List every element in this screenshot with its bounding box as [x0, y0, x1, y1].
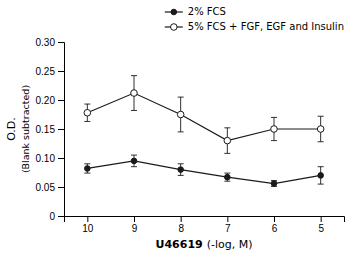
point [85, 166, 91, 172]
tick: 0.30 [36, 37, 64, 48]
y-axis-title: O.D. [5, 117, 18, 141]
tick: 7 [225, 216, 231, 234]
error-bar [84, 164, 90, 173]
error-bar [131, 76, 137, 111]
y-axis-title: (Blank subtracted) [20, 85, 31, 173]
tick: 0.10 [36, 153, 64, 164]
tick: 0.15 [36, 124, 64, 135]
legend-symbol [170, 24, 177, 31]
tick-label: 8 [178, 223, 184, 234]
error-bar [178, 164, 184, 176]
error-bar [318, 167, 324, 184]
tick-label: 0.05 [36, 182, 56, 193]
legend-label: 2% FCS [188, 6, 226, 17]
tick-label: 10 [82, 223, 94, 234]
series [84, 76, 324, 154]
tick-mark [58, 129, 64, 130]
point [224, 137, 231, 144]
axis-line [65, 217, 345, 223]
point [318, 173, 324, 179]
error-bar [131, 155, 137, 167]
tick-mark [58, 187, 64, 188]
legend: 2% FCS 5% FCS + FGF, EGF and Insulin [165, 6, 344, 32]
tick: 0 [49, 211, 64, 222]
error-bar [84, 104, 90, 121]
line [87, 93, 320, 141]
chart: 10 9 8 7 6 5 0 0.05 0.10 0.15 0.20 0.25 0.30 U46619 (-… [0, 0, 358, 254]
tick-mark [87, 216, 88, 222]
tick: 9 [132, 216, 138, 234]
tick-mark [274, 216, 275, 222]
x-axis-title-part: U46619 [155, 238, 202, 251]
tick: 8 [178, 216, 184, 234]
x-axis-title-part: (-log, M) [207, 238, 253, 251]
tick-mark [58, 216, 64, 217]
tick-label: 7 [225, 223, 231, 234]
x-axis: 10 9 8 7 6 5 [65, 216, 345, 234]
tick-label: 0.30 [36, 37, 56, 48]
error-bar [224, 173, 230, 181]
legend-item: 2% FCS [165, 6, 226, 17]
tick-mark [181, 216, 182, 222]
legend-label: 5% FCS + FGF, EGF and Insulin [188, 21, 344, 32]
legend-item: 5% FCS + FGF, EGF and Insulin [165, 21, 344, 32]
point [271, 181, 277, 187]
error-bar [178, 97, 184, 132]
tick-mark [58, 71, 64, 72]
point [271, 126, 278, 133]
point [225, 174, 231, 180]
tick-mark [321, 216, 322, 222]
point [178, 167, 184, 173]
tick: 0.25 [36, 66, 64, 77]
tick-mark [227, 216, 228, 222]
y-axis: 0 0.05 0.10 0.15 0.20 0.25 0.30 [36, 37, 65, 222]
tick-label: 0.20 [36, 95, 56, 106]
tick-label: 0.15 [36, 124, 56, 135]
point [177, 111, 184, 118]
x-axis-title: U46619 (-log, M) [155, 238, 252, 251]
error-bar [318, 116, 324, 142]
tick-label: 0 [49, 211, 55, 222]
tick: 0.05 [36, 182, 64, 193]
tick-mark [58, 42, 64, 43]
point [131, 158, 137, 164]
error-bar [224, 128, 230, 154]
marks [84, 76, 324, 187]
tick: 6 [272, 216, 278, 234]
error-bar [271, 117, 277, 140]
tick-label: 0.25 [36, 66, 56, 77]
tick: 10 [82, 216, 94, 234]
tick-label: 5 [318, 223, 324, 234]
tick-mark [134, 216, 135, 222]
tick-mark [58, 158, 64, 159]
plot-area: 10 9 8 7 6 5 0 0.05 0.10 0.15 0.20 0.25 0.30 [36, 37, 345, 234]
legend-symbol [171, 9, 177, 15]
tick-label: 9 [132, 223, 138, 234]
series [84, 155, 323, 186]
tick-mark [58, 100, 64, 101]
error-bar [271, 181, 277, 187]
point [131, 90, 138, 97]
tick: 5 [318, 216, 324, 234]
tick: 0.20 [36, 95, 64, 106]
point [84, 109, 91, 116]
axis-line [58, 43, 65, 217]
line [87, 161, 320, 184]
tick-label: 0.10 [36, 153, 56, 164]
point [317, 126, 324, 133]
tick-label: 6 [272, 223, 278, 234]
